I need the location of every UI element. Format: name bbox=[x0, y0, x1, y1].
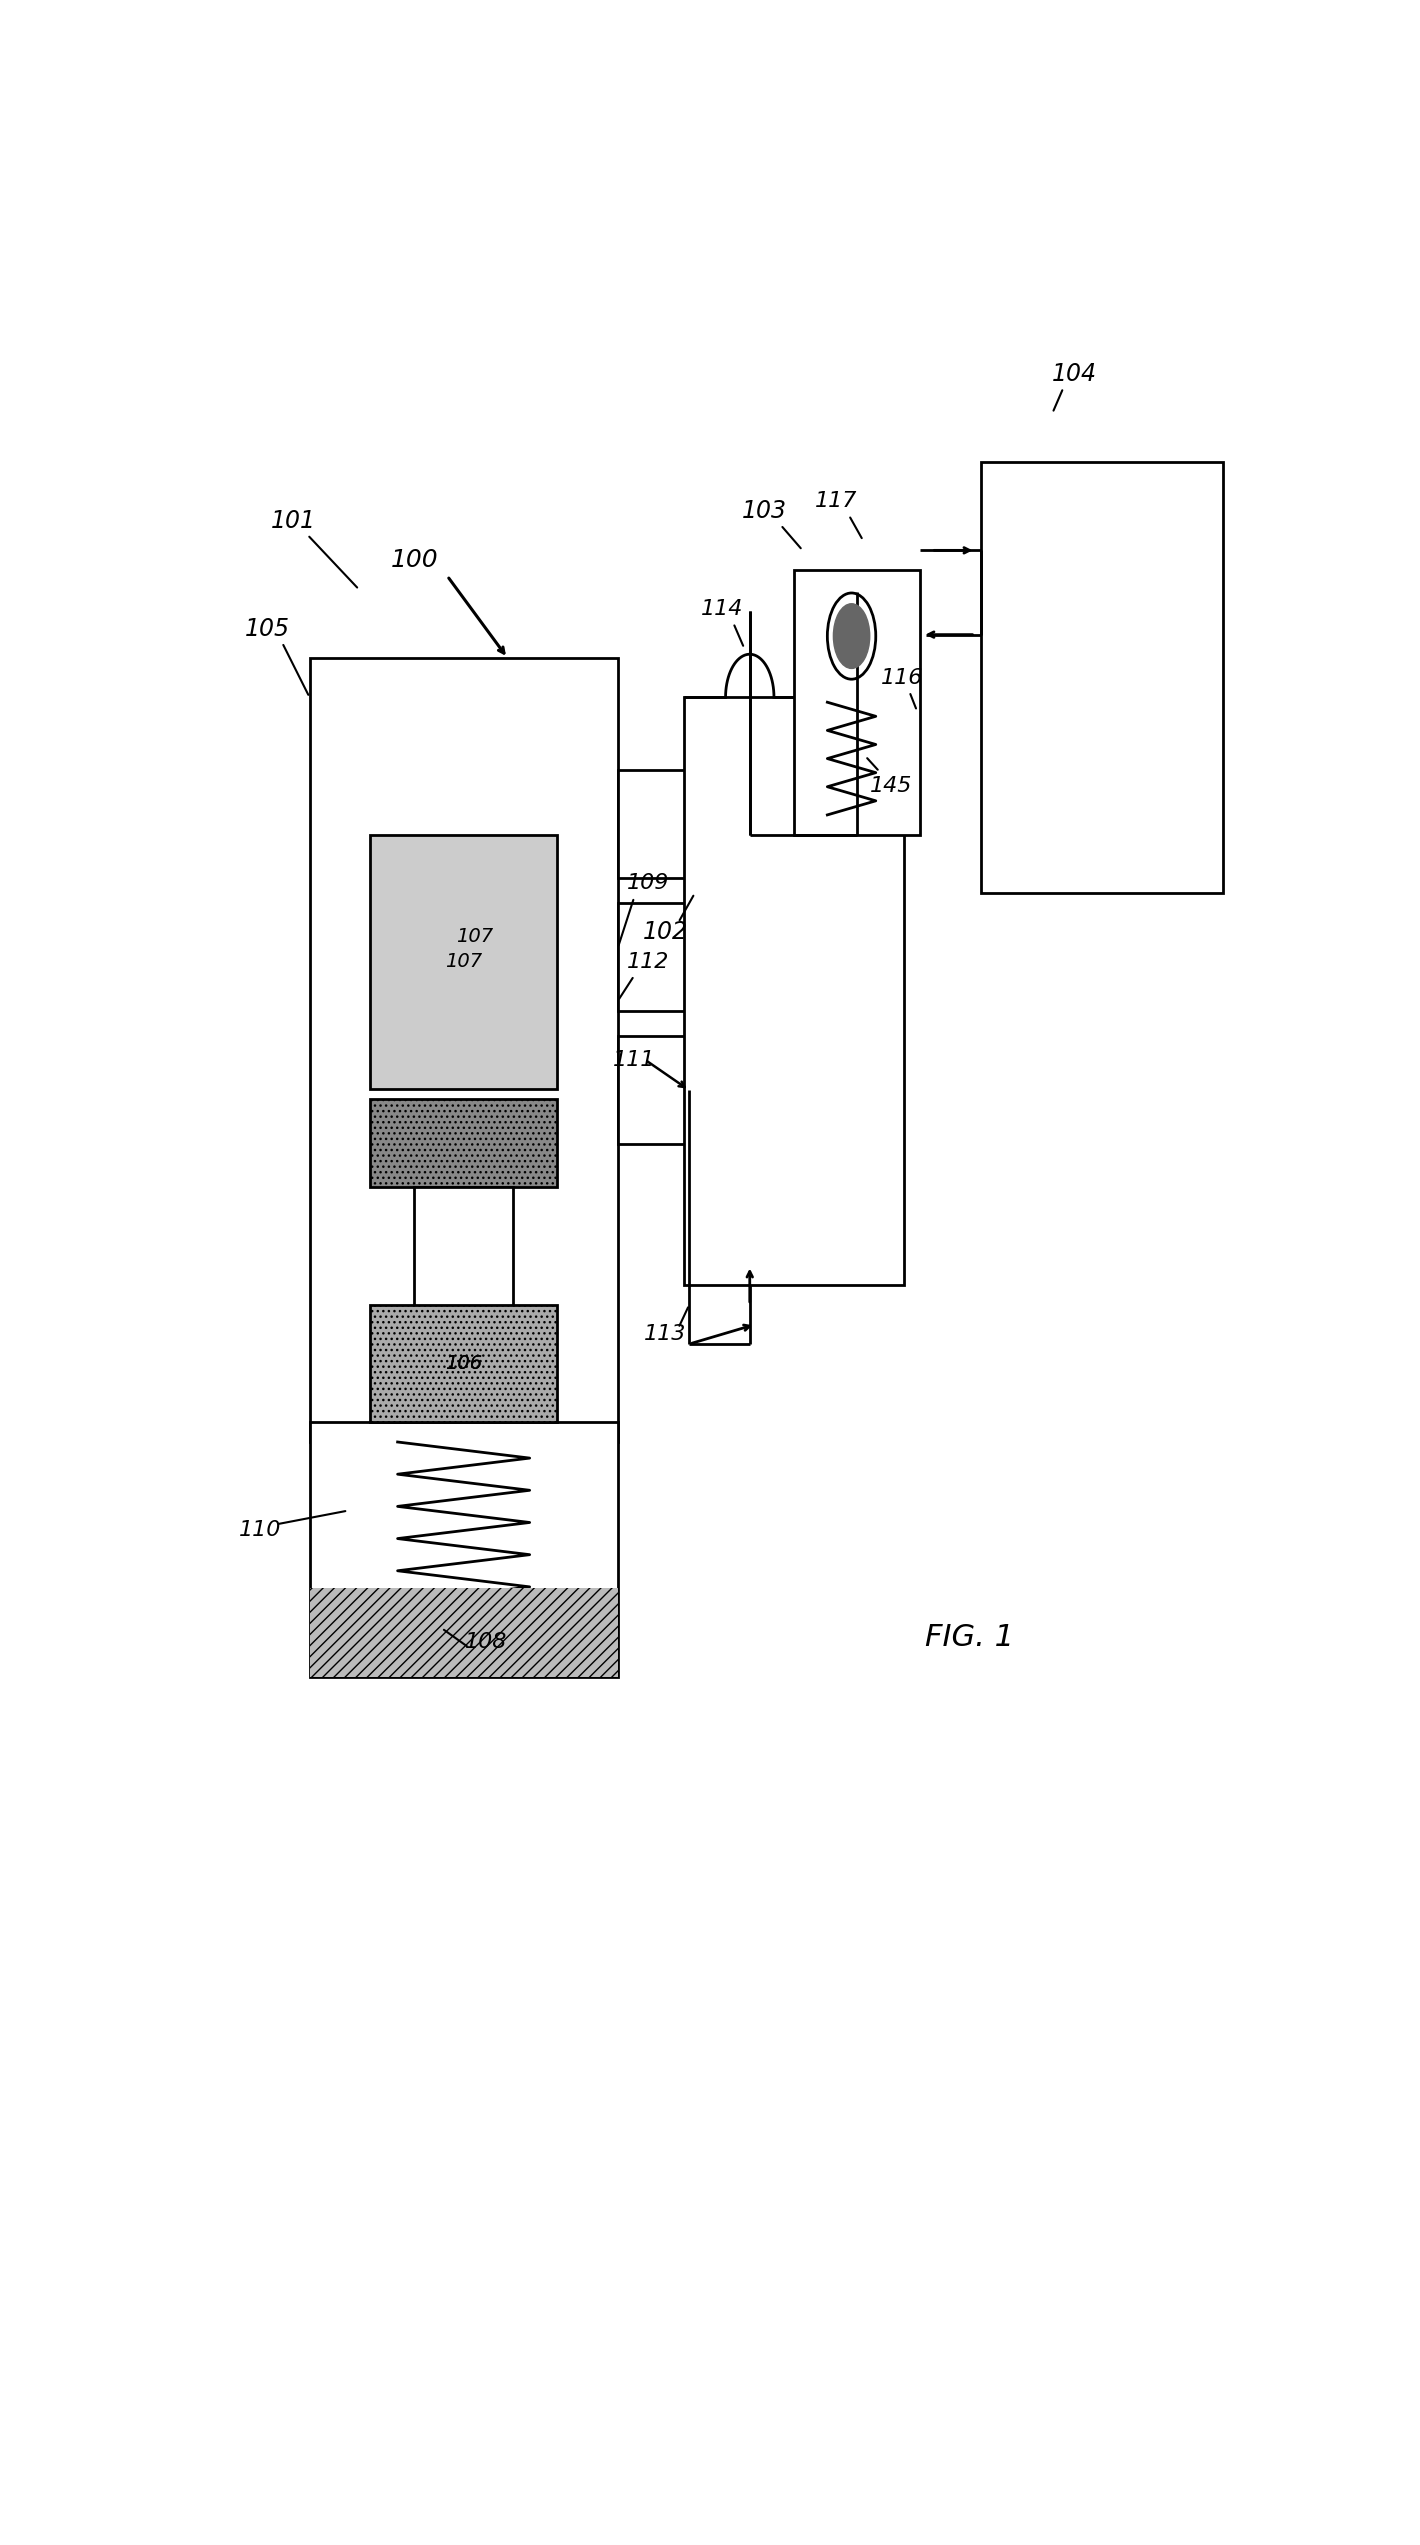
Bar bbox=[415, 1189, 513, 1344]
Text: 107: 107 bbox=[456, 926, 493, 947]
Text: 106: 106 bbox=[444, 1354, 483, 1374]
Bar bbox=[618, 903, 689, 1010]
Text: 105: 105 bbox=[246, 616, 290, 641]
Text: 101: 101 bbox=[271, 509, 315, 532]
Bar bbox=[618, 769, 689, 878]
Text: FIG. 1: FIG. 1 bbox=[926, 1624, 1014, 1652]
Bar bbox=[684, 697, 905, 1285]
Text: 114: 114 bbox=[701, 598, 744, 618]
Text: 100: 100 bbox=[391, 547, 437, 573]
Text: 145: 145 bbox=[869, 776, 912, 797]
Bar bbox=[310, 1423, 618, 1677]
Bar bbox=[371, 835, 557, 1089]
Bar bbox=[310, 659, 618, 1443]
Bar bbox=[371, 1099, 557, 1186]
Bar bbox=[310, 1588, 618, 1677]
Bar bbox=[981, 463, 1223, 893]
Bar bbox=[371, 1306, 557, 1423]
Text: 102: 102 bbox=[642, 921, 687, 944]
Text: 110: 110 bbox=[239, 1519, 281, 1540]
Text: 106: 106 bbox=[444, 1354, 483, 1374]
Text: 109: 109 bbox=[628, 873, 670, 893]
Text: 103: 103 bbox=[741, 499, 787, 524]
Text: 107: 107 bbox=[444, 952, 483, 972]
Text: 111: 111 bbox=[613, 1051, 656, 1069]
Text: 117: 117 bbox=[815, 491, 856, 512]
Text: 104: 104 bbox=[1052, 361, 1096, 387]
Bar bbox=[794, 570, 920, 835]
Circle shape bbox=[834, 603, 869, 669]
Text: 113: 113 bbox=[643, 1323, 686, 1344]
Bar bbox=[618, 1036, 689, 1145]
Text: 108: 108 bbox=[464, 1631, 507, 1652]
Text: 116: 116 bbox=[880, 667, 923, 687]
Text: 112: 112 bbox=[628, 952, 670, 972]
